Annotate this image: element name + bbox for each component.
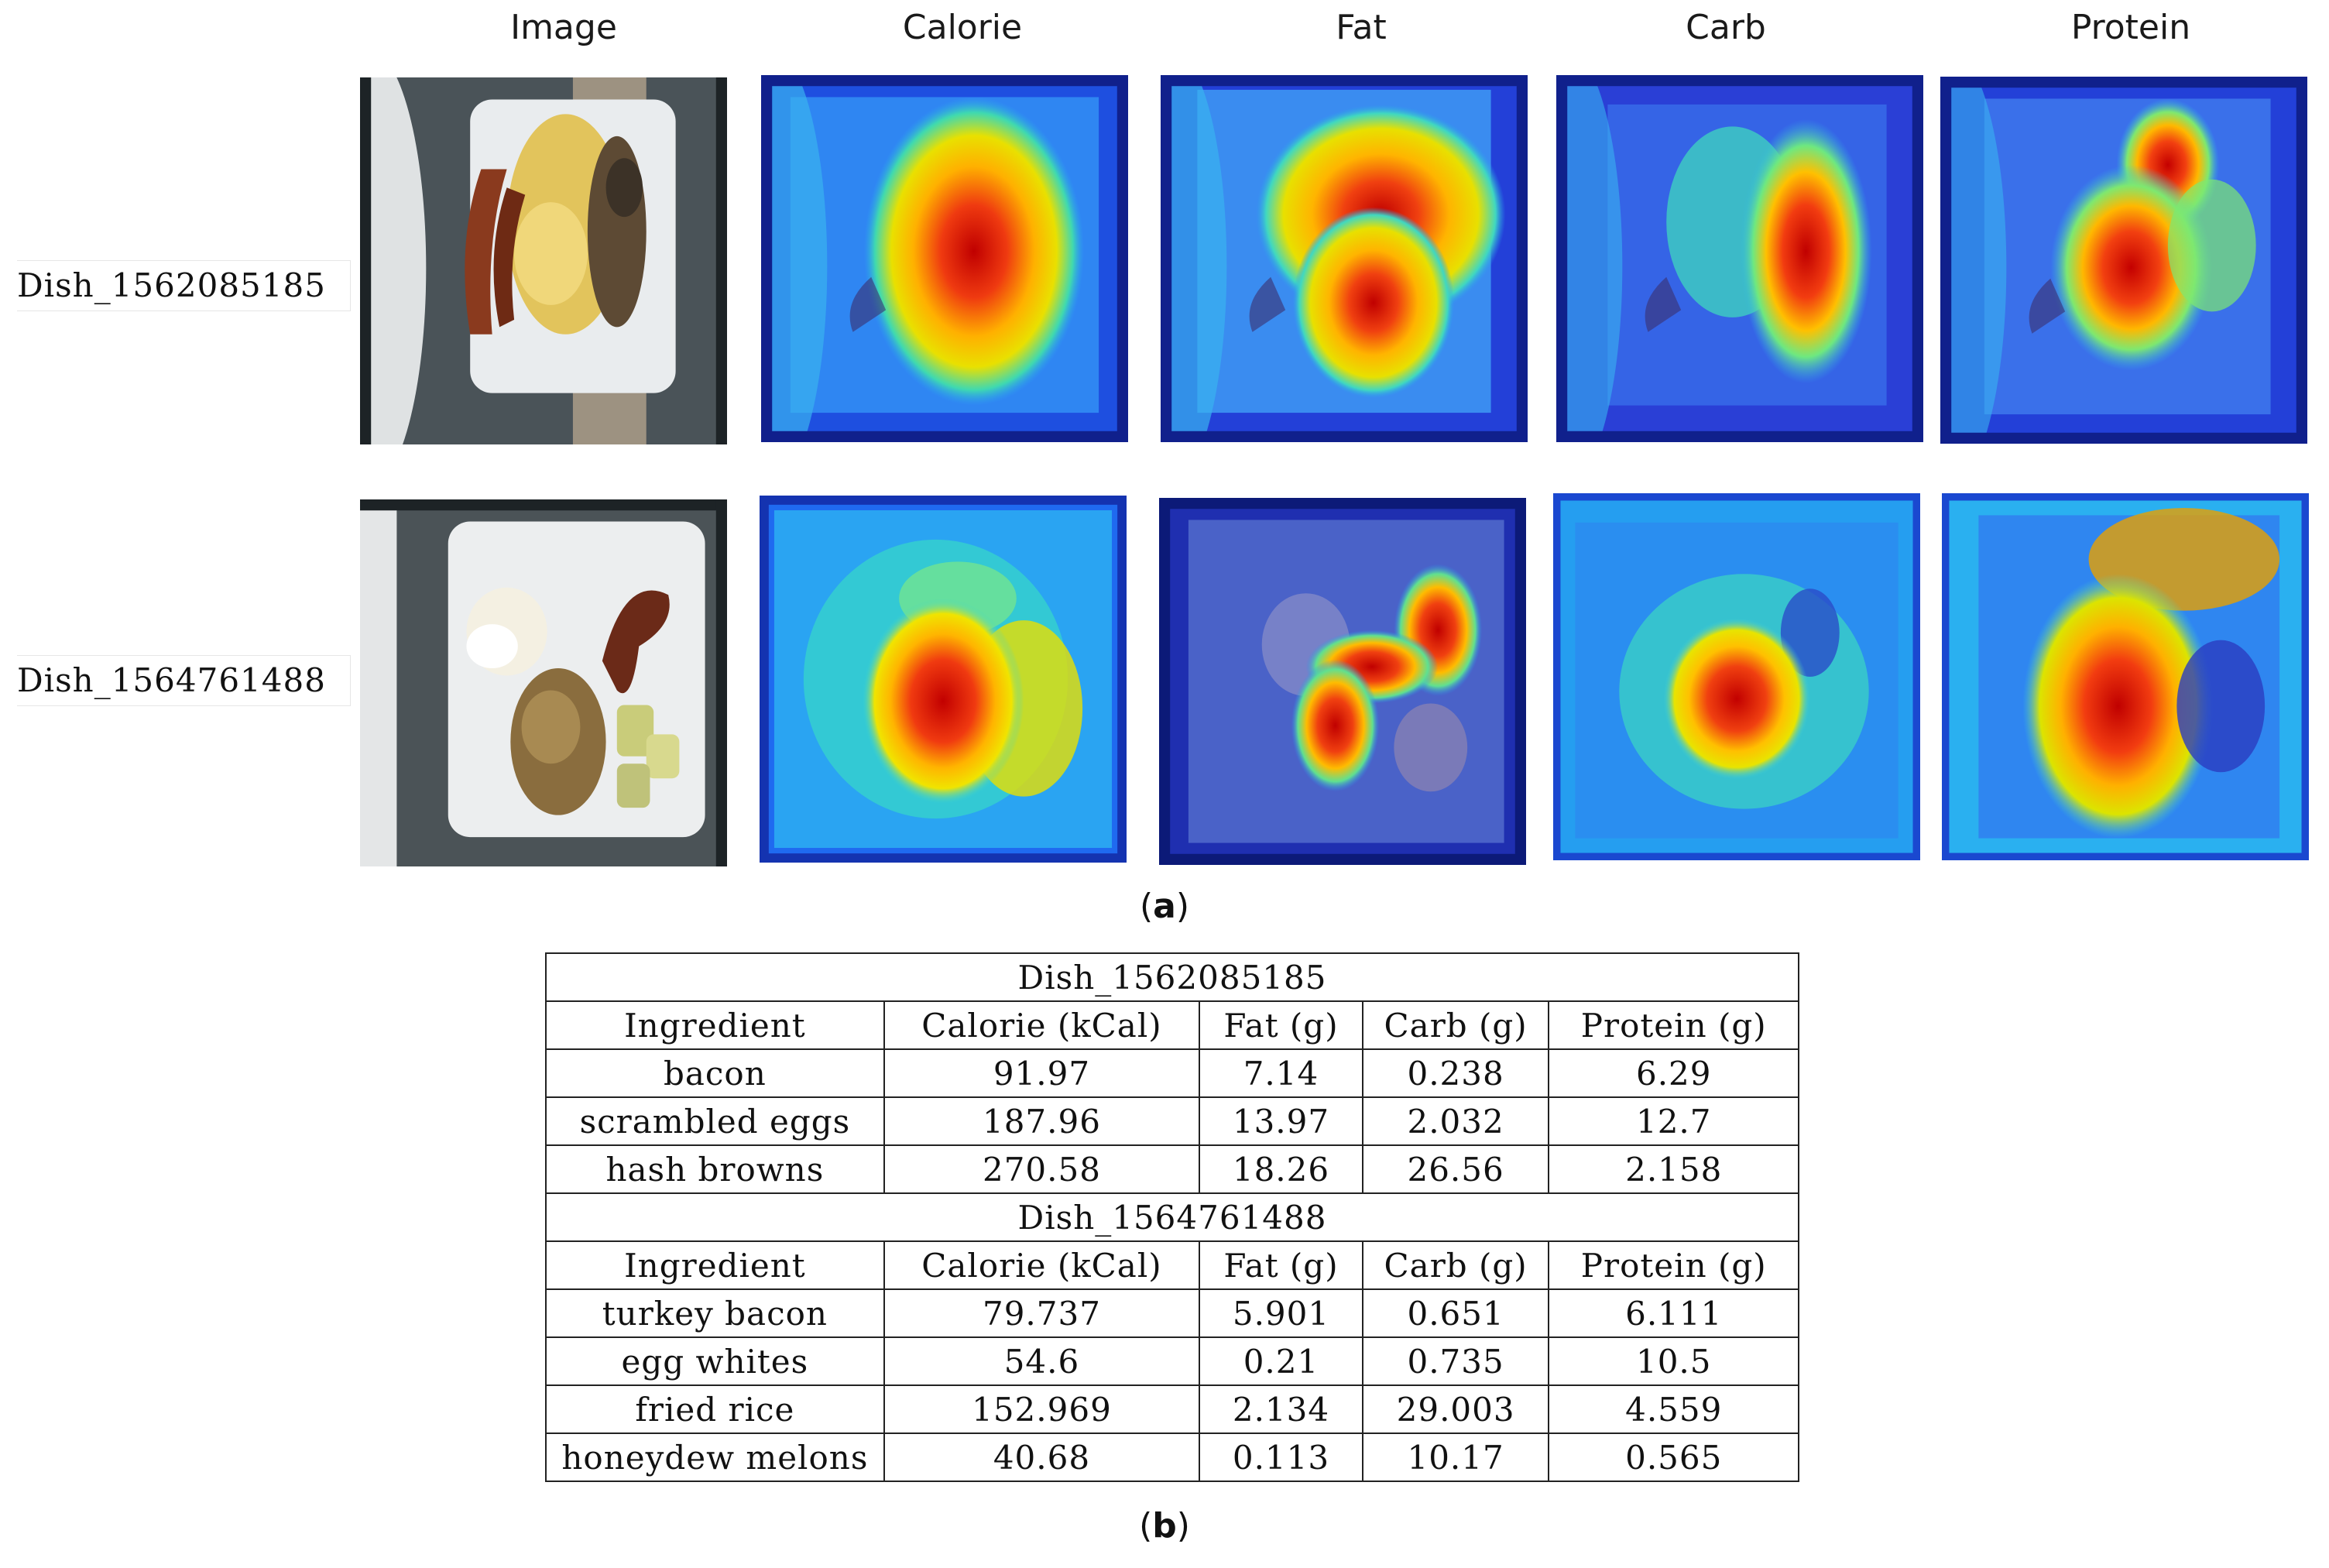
header-calorie: Calorie (kCal) xyxy=(883,1000,1201,1050)
cell-carb: 0.735 xyxy=(1361,1336,1550,1386)
table-row: honeydew melons 40.68 0.113 10.17 0.565 xyxy=(545,1432,1799,1482)
table-row: fried rice 152.969 2.134 29.003 4.559 xyxy=(545,1384,1799,1434)
cell-fat: 7.14 xyxy=(1199,1048,1363,1098)
table-row: scrambled eggs 187.96 13.97 2.032 12.7 xyxy=(545,1096,1799,1146)
dish-2-protein-heatmap xyxy=(1942,493,2309,860)
column-header-protein: Protein xyxy=(2070,8,2191,47)
column-header-carb: Carb xyxy=(1686,8,1766,47)
cell-calorie: 40.68 xyxy=(883,1432,1201,1482)
row-label-dish-2: Dish_1564761488 xyxy=(17,655,351,706)
cell-calorie: 270.58 xyxy=(883,1144,1201,1194)
column-header-image: Image xyxy=(510,8,617,47)
cell-fat: 0.113 xyxy=(1199,1432,1363,1482)
dish-2-carb-heatmap xyxy=(1553,493,1920,860)
header-carb: Carb (g) xyxy=(1361,1240,1550,1290)
table-header-row: Ingredient Calorie (kCal) Fat (g) Carb (… xyxy=(545,1240,1799,1290)
cell-protein: 12.7 xyxy=(1548,1096,1799,1146)
table-dish-title-row: Dish_1562085185 xyxy=(545,952,1799,1002)
cell-ingredient: egg whites xyxy=(545,1336,885,1386)
cell-fat: 0.21 xyxy=(1199,1336,1363,1386)
cell-protein: 0.565 xyxy=(1548,1432,1799,1482)
cell-protein: 10.5 xyxy=(1548,1336,1799,1386)
cell-calorie: 187.96 xyxy=(883,1096,1201,1146)
table-row: bacon 91.97 7.14 0.238 6.29 xyxy=(545,1048,1799,1098)
cell-ingredient: scrambled eggs xyxy=(545,1096,885,1146)
table-dish-title-row: Dish_1564761488 xyxy=(545,1192,1799,1242)
dish-1-photo xyxy=(360,77,727,444)
header-fat: Fat (g) xyxy=(1199,1000,1363,1050)
cell-fat: 2.134 xyxy=(1199,1384,1363,1434)
cell-protein: 6.29 xyxy=(1548,1048,1799,1098)
dish-1-protein-heatmap xyxy=(1940,77,2307,444)
cell-carb: 26.56 xyxy=(1361,1144,1550,1194)
cell-carb: 10.17 xyxy=(1361,1432,1550,1482)
cell-fat: 13.97 xyxy=(1199,1096,1363,1146)
dish-2-calorie-heatmap xyxy=(760,496,1127,863)
cell-calorie: 152.969 xyxy=(883,1384,1201,1434)
cell-protein: 4.559 xyxy=(1548,1384,1799,1434)
cell-carb: 29.003 xyxy=(1361,1384,1550,1434)
cell-ingredient: bacon xyxy=(545,1048,885,1098)
caption-b: (b) xyxy=(1139,1506,1190,1546)
cell-carb: 0.651 xyxy=(1361,1288,1550,1338)
cell-calorie: 79.737 xyxy=(883,1288,1201,1338)
cell-calorie: 91.97 xyxy=(883,1048,1201,1098)
cell-calorie: 54.6 xyxy=(883,1336,1201,1386)
cell-carb: 2.032 xyxy=(1361,1096,1550,1146)
header-carb: Carb (g) xyxy=(1361,1000,1550,1050)
cell-carb: 0.238 xyxy=(1361,1048,1550,1098)
row-label-dish-1: Dish_1562085185 xyxy=(17,260,351,311)
cell-protein: 2.158 xyxy=(1548,1144,1799,1194)
dish-title-2: Dish_1564761488 xyxy=(545,1192,1799,1242)
dish-1-fat-heatmap xyxy=(1161,75,1528,442)
cell-ingredient: turkey bacon xyxy=(545,1288,885,1338)
cell-ingredient: hash browns xyxy=(545,1144,885,1194)
dish-1-carb-heatmap xyxy=(1556,75,1923,442)
dish-2-photo xyxy=(360,499,727,866)
cell-fat: 5.901 xyxy=(1199,1288,1363,1338)
dish-title-1: Dish_1562085185 xyxy=(545,952,1799,1002)
header-calorie: Calorie (kCal) xyxy=(883,1240,1201,1290)
cell-ingredient: honeydew melons xyxy=(545,1432,885,1482)
cell-ingredient: fried rice xyxy=(545,1384,885,1434)
cell-fat: 18.26 xyxy=(1199,1144,1363,1194)
table-row: egg whites 54.6 0.21 0.735 10.5 xyxy=(545,1336,1799,1386)
table-row: hash browns 270.58 18.26 26.56 2.158 xyxy=(545,1144,1799,1194)
dish-2-fat-heatmap xyxy=(1159,498,1526,865)
table-header-row: Ingredient Calorie (kCal) Fat (g) Carb (… xyxy=(545,1000,1799,1050)
header-fat: Fat (g) xyxy=(1199,1240,1363,1290)
header-ingredient: Ingredient xyxy=(545,1240,885,1290)
header-protein: Protein (g) xyxy=(1548,1000,1799,1050)
column-header-calorie: Calorie xyxy=(902,8,1023,47)
column-header-fat: Fat xyxy=(1336,8,1387,47)
header-ingredient: Ingredient xyxy=(545,1000,885,1050)
cell-protein: 6.111 xyxy=(1548,1288,1799,1338)
dish-1-calorie-heatmap xyxy=(761,75,1128,442)
header-protein: Protein (g) xyxy=(1548,1240,1799,1290)
nutrition-table: Dish_1562085185 Ingredient Calorie (kCal… xyxy=(545,952,1799,1482)
table-row: turkey bacon 79.737 5.901 0.651 6.111 xyxy=(545,1288,1799,1338)
caption-a: (a) xyxy=(1139,887,1190,926)
